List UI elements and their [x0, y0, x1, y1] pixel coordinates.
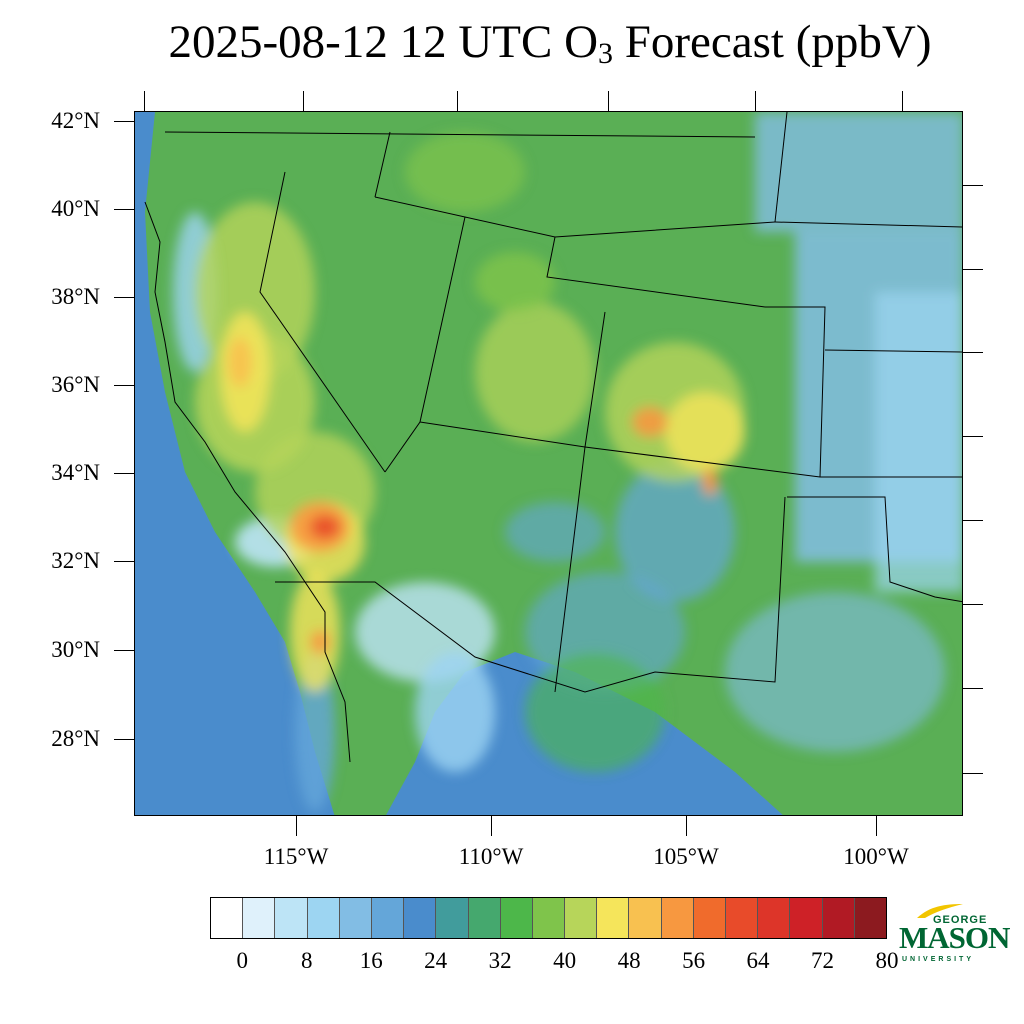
- ozone-field: [173, 112, 962, 812]
- lat-tick-right: [963, 688, 983, 689]
- colorbar-label: 80: [875, 948, 899, 973]
- lat-label-40: 40°N: [51, 196, 100, 221]
- colorbar-label: 0: [236, 948, 248, 973]
- lat-label-28: 28°N: [51, 726, 100, 751]
- lat-tick-right: [963, 773, 983, 774]
- colorbar-cell: [211, 898, 244, 938]
- colorbar-label: 8: [300, 948, 313, 973]
- colorbar-cell: [629, 898, 662, 938]
- colorbar-cell: [307, 898, 340, 938]
- state-boundaries: [164, 112, 962, 693]
- lat-tick: [114, 297, 134, 298]
- lat-label-32: 32°N: [51, 548, 100, 573]
- lat-label-38: 38°N: [51, 284, 100, 309]
- lon-tick: [876, 816, 877, 836]
- colorbar-cell: [693, 898, 726, 938]
- lon-label-105: 105°W: [653, 844, 719, 869]
- lat-tick: [114, 209, 134, 210]
- colorbar-cell: [661, 898, 694, 938]
- colorbar-cell: [436, 898, 469, 938]
- lat-label-42: 42°N: [51, 108, 100, 133]
- gmu-logo: GEORGE MASON UNIVERSITY: [897, 900, 1010, 970]
- coastline: [144, 201, 351, 763]
- lat-tick: [114, 121, 134, 122]
- lat-tick: [114, 739, 134, 740]
- lat-tick-right: [963, 436, 983, 437]
- page-title: 2025-08-12 12 UTC O3 Forecast (ppbV): [168, 16, 932, 70]
- lon-label-100: 100°W: [843, 844, 909, 869]
- colorbar-label: 16: [359, 948, 383, 973]
- colorbar: [210, 897, 887, 939]
- colorbar-cell: [597, 898, 630, 938]
- colorbar-label: 48: [617, 948, 641, 973]
- lat-tick-right: [963, 269, 983, 270]
- lat-tick-right: [963, 604, 983, 605]
- lat-tick: [114, 561, 134, 562]
- colorbar-cell: [468, 898, 501, 938]
- colorbar-cell: [339, 898, 372, 938]
- lat-label-36: 36°N: [51, 372, 100, 397]
- lon-tick: [686, 816, 687, 836]
- lat-label-30: 30°N: [51, 637, 100, 662]
- ozone-forecast-map: [134, 111, 963, 816]
- map-canvas: [135, 112, 962, 815]
- lat-tick: [114, 385, 134, 386]
- colorbar-cell: [565, 898, 598, 938]
- colorbar-cell: [822, 898, 855, 938]
- lat-tick: [114, 473, 134, 474]
- colorbar-cell: [404, 898, 437, 938]
- lon-label-115: 115°W: [263, 844, 329, 869]
- lon-tick: [491, 816, 492, 836]
- logo-top-text: GEORGE: [933, 914, 988, 926]
- colorbar-label: 40: [553, 948, 577, 973]
- lat-tick-right: [963, 185, 983, 186]
- lat-tick: [114, 650, 134, 651]
- colorbar-cell: [500, 898, 533, 938]
- colorbar-label: 32: [488, 948, 512, 973]
- lon-tick-top: [303, 91, 304, 111]
- lon-tick: [296, 816, 297, 836]
- lon-tick-top: [608, 91, 609, 111]
- colorbar-cell: [371, 898, 405, 938]
- lat-label-34: 34°N: [51, 460, 100, 485]
- colorbar-cell: [243, 898, 276, 938]
- lon-tick-top: [457, 91, 458, 111]
- logo-main-text: MASON: [899, 920, 1010, 955]
- colorbar-cell: [726, 898, 759, 938]
- lat-tick-right: [963, 352, 983, 353]
- lat-tick-right: [963, 520, 983, 521]
- lon-label-110: 110°W: [458, 844, 524, 869]
- lon-tick-top: [902, 91, 903, 111]
- colorbar-label: 72: [811, 948, 835, 973]
- logo-bottom-text: UNIVERSITY: [902, 956, 975, 963]
- colorbar-label: 56: [682, 948, 706, 973]
- colorbar-label: 24: [424, 948, 448, 973]
- colorbar-cell: [532, 898, 566, 938]
- logo-swoosh: [917, 904, 963, 918]
- colorbar-cell: [854, 898, 886, 938]
- colorbar-cell: [790, 898, 823, 938]
- colorbar-label: 64: [746, 948, 770, 973]
- lon-tick-top: [144, 91, 145, 111]
- colorbar-cell: [275, 898, 308, 938]
- lon-tick-top: [755, 91, 756, 111]
- colorbar-cell: [758, 898, 791, 938]
